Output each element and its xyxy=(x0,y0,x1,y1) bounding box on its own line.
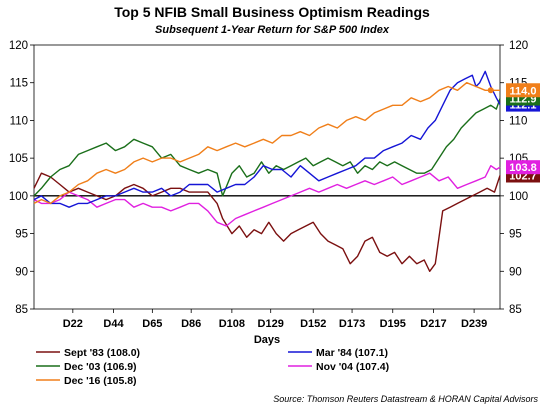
x-tick-label: D86 xyxy=(181,318,201,330)
y-tick-label-right: 85 xyxy=(509,304,522,316)
y-tick-label-left: 120 xyxy=(9,40,28,52)
x-tick-label: D173 xyxy=(339,318,365,330)
x-tick-label: D108 xyxy=(219,318,245,330)
x-tick-label: D129 xyxy=(258,318,284,330)
end-label-box xyxy=(506,160,540,175)
y-tick-label-left: 90 xyxy=(15,266,28,278)
x-tick-label: D217 xyxy=(420,318,446,330)
legend-label: Dec '16 (105.8) xyxy=(64,375,137,387)
y-tick-label-left: 85 xyxy=(15,304,28,316)
series-line-3 xyxy=(33,165,501,227)
x-tick-label: D65 xyxy=(142,318,162,330)
y-tick-label-left: 110 xyxy=(10,115,28,127)
plot-area xyxy=(33,44,501,310)
x-tick-label: D152 xyxy=(300,318,326,330)
x-tick-label: D195 xyxy=(380,318,406,330)
y-tick-label-right: 95 xyxy=(509,229,522,241)
chart-subtitle: Subsequent 1-Year Return for S&P 500 Ind… xyxy=(155,24,390,36)
legend-label: Nov '04 (107.4) xyxy=(316,361,389,373)
legend-label: Dec '03 (106.9) xyxy=(64,361,137,373)
series-line-1 xyxy=(33,70,501,208)
end-label-value: 114.0 xyxy=(510,85,537,97)
end-label-value: 103.8 xyxy=(509,162,537,174)
source-note: Source: Thomson Reuters Datastream & HOR… xyxy=(273,394,538,404)
x-axis-label: Days xyxy=(254,334,280,346)
legend-label: Mar '84 (107.1) xyxy=(316,347,388,359)
y-tick-label-left: 115 xyxy=(10,78,28,90)
y-tick-label-right: 120 xyxy=(509,40,528,52)
series-line-4 xyxy=(33,82,500,205)
x-tick-label: D22 xyxy=(63,318,83,330)
chart-title: Top 5 NFIB Small Business Optimism Readi… xyxy=(114,4,430,20)
series-line-0 xyxy=(33,172,501,272)
x-tick-label: D239 xyxy=(461,318,487,330)
x-tick-label: D44 xyxy=(103,318,124,330)
legend: Sept '83 (108.0) Mar '84 (107.1) Dec '03 (… xyxy=(36,347,389,387)
y-tick-label-left: 95 xyxy=(15,229,28,241)
y-tick-label-left: 105 xyxy=(9,153,28,165)
y-tick-label-right: 110 xyxy=(509,115,527,127)
legend-label: Sept '83 (108.0) xyxy=(64,347,140,359)
y-tick-label-right: 100 xyxy=(509,191,528,203)
end-label-box xyxy=(506,83,540,98)
y-tick-label-right: 90 xyxy=(509,266,522,278)
y-axis-left: 85 90 95 100 105 110 115 120 xyxy=(9,40,34,316)
series-end-marker xyxy=(487,87,494,94)
x-axis: D22 D44 D65 D86 D108 D129 D152 D173 D195 D217 D239 xyxy=(63,309,487,330)
y-tick-label-left: 100 xyxy=(9,191,28,203)
series-line-2 xyxy=(33,98,501,197)
series-lines xyxy=(33,70,501,272)
